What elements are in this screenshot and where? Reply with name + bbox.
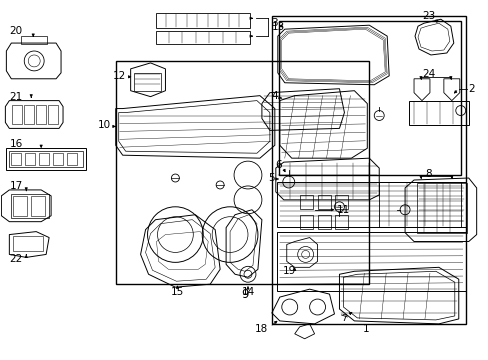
Text: 14: 14 <box>241 287 254 297</box>
Text: 12: 12 <box>112 71 125 81</box>
Text: 13: 13 <box>271 22 285 32</box>
Bar <box>276 182 465 227</box>
Text: 8: 8 <box>425 169 431 179</box>
Bar <box>317 195 330 209</box>
Bar <box>53 153 63 165</box>
Text: 23: 23 <box>422 11 435 21</box>
Bar <box>12 105 22 125</box>
Bar <box>13 235 43 251</box>
Bar <box>67 153 77 165</box>
Text: 9: 9 <box>241 288 248 301</box>
Bar <box>6 148 86 170</box>
Bar <box>11 194 49 218</box>
Text: 21: 21 <box>9 92 22 102</box>
Text: 7: 7 <box>341 314 346 323</box>
Bar <box>335 195 347 209</box>
Text: 3: 3 <box>271 18 277 28</box>
Bar <box>48 105 58 125</box>
Text: 11: 11 <box>336 205 349 215</box>
Text: 19: 19 <box>282 266 295 276</box>
Bar <box>278 21 460 175</box>
Bar <box>13 196 27 216</box>
Text: 15: 15 <box>170 287 183 297</box>
Bar <box>133 73 161 91</box>
Bar <box>11 153 21 165</box>
Bar <box>39 153 49 165</box>
Text: 18: 18 <box>254 324 267 334</box>
Text: 20: 20 <box>9 26 22 36</box>
Bar <box>36 105 46 125</box>
Bar <box>24 105 34 125</box>
Text: 2: 2 <box>468 84 474 94</box>
Bar <box>416 183 466 233</box>
Bar <box>299 195 312 209</box>
Bar <box>9 151 83 167</box>
Bar <box>408 100 468 125</box>
Text: 22: 22 <box>9 255 22 264</box>
Bar <box>116 61 368 284</box>
Bar <box>31 196 45 216</box>
Text: 24: 24 <box>422 69 435 79</box>
Text: 17: 17 <box>9 181 22 191</box>
Bar <box>335 215 347 229</box>
Bar <box>299 215 312 229</box>
Text: 1: 1 <box>362 324 369 334</box>
Bar <box>317 215 330 229</box>
Text: 6: 6 <box>275 160 281 170</box>
Text: 4: 4 <box>271 91 277 101</box>
Text: 10: 10 <box>98 121 111 130</box>
Bar <box>271 16 465 324</box>
Bar <box>379 182 460 227</box>
Bar <box>155 31 249 44</box>
Bar <box>21 36 47 44</box>
Bar <box>155 13 249 28</box>
Text: 5: 5 <box>267 173 274 183</box>
Text: 16: 16 <box>9 139 22 149</box>
Bar <box>25 153 35 165</box>
Bar <box>276 231 465 291</box>
